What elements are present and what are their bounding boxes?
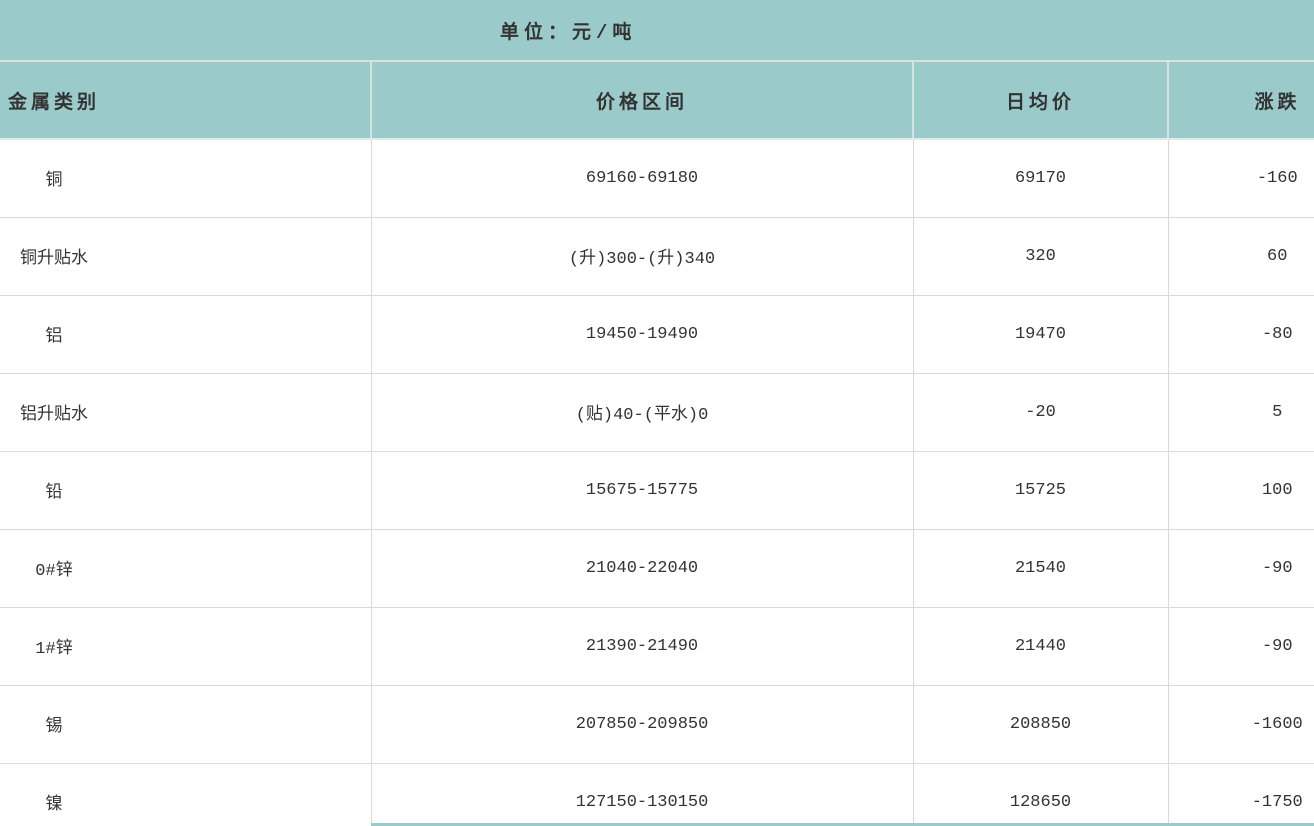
cell-daily-average: 15725 <box>912 450 1168 529</box>
cell-change: -1750 <box>1167 762 1314 826</box>
cell-change: -1600 <box>1167 684 1314 763</box>
next-section-edge <box>371 823 1314 826</box>
col-header-daily-average: 日均价 <box>912 62 1168 140</box>
cell-daily-average: 208850 <box>912 684 1168 763</box>
cell-price-range: 207850-209850 <box>370 684 913 763</box>
cell-price-range: 21390-21490 <box>370 606 913 685</box>
col-header-metal-category: 金属类别 <box>0 62 371 140</box>
table-row: 锡 207850-209850 208850 -1600 <box>0 684 1314 763</box>
table-body: 铜 69160-69180 69170 -160 铜升贴水 (升)300-(升)… <box>0 139 1314 826</box>
cell-price-range: (贴)40-(平水)0 <box>370 372 913 451</box>
cell-daily-average: 19470 <box>912 294 1168 373</box>
cell-metal-category: 铜升贴水 <box>0 216 371 295</box>
cell-metal-category: 铝升贴水 <box>0 372 371 451</box>
table-row: 铝升贴水 (贴)40-(平水)0 -20 5 <box>0 372 1314 451</box>
cell-change: 60 <box>1167 216 1314 295</box>
cell-daily-average: 21440 <box>912 606 1168 685</box>
unit-caption-bar: 单位：元/吨 <box>0 0 1314 62</box>
cell-daily-average: 69170 <box>912 139 1168 217</box>
cell-metal-category: 镍 <box>0 762 371 826</box>
cell-daily-average: 320 <box>912 216 1168 295</box>
table-row: 0#锌 21040-22040 21540 -90 <box>0 528 1314 607</box>
cell-price-range: 21040-22040 <box>370 528 913 607</box>
table-row: 铝 19450-19490 19470 -80 <box>0 294 1314 373</box>
cell-metal-category: 铝 <box>0 294 371 373</box>
table-row: 铜升贴水 (升)300-(升)340 320 60 <box>0 216 1314 295</box>
cell-daily-average: 21540 <box>912 528 1168 607</box>
cell-change: -90 <box>1167 606 1314 685</box>
table-row: 镍 127150-130150 128650 -1750 <box>0 762 1314 826</box>
table-row: 铜 69160-69180 69170 -160 <box>0 139 1314 217</box>
metal-price-table: 金属类别 价格区间 日均价 涨跌 铜 69160-69180 69170 -16… <box>0 62 1314 826</box>
cell-price-range: 127150-130150 <box>370 762 913 826</box>
cell-price-range: 69160-69180 <box>370 139 913 217</box>
cell-price-range: 15675-15775 <box>370 450 913 529</box>
cell-change: 100 <box>1167 450 1314 529</box>
cell-change: -160 <box>1167 139 1314 217</box>
cell-daily-average: 128650 <box>912 762 1168 826</box>
cell-change: -90 <box>1167 528 1314 607</box>
cell-metal-category: 铅 <box>0 450 371 529</box>
cell-price-range: (升)300-(升)340 <box>370 216 913 295</box>
unit-caption: 单位：元/吨 <box>500 21 637 44</box>
cell-daily-average: -20 <box>912 372 1168 451</box>
table-header: 金属类别 价格区间 日均价 涨跌 <box>0 62 1314 140</box>
cell-price-range: 19450-19490 <box>370 294 913 373</box>
cell-change: -80 <box>1167 294 1314 373</box>
table-row: 铅 15675-15775 15725 100 <box>0 450 1314 529</box>
cell-metal-category: 锡 <box>0 684 371 763</box>
table-row: 1#锌 21390-21490 21440 -90 <box>0 606 1314 685</box>
cell-metal-category: 0#锌 <box>0 528 371 607</box>
col-header-price-range: 价格区间 <box>370 62 913 140</box>
col-header-change: 涨跌 <box>1167 62 1314 140</box>
cell-metal-category: 铜 <box>0 139 371 217</box>
cell-metal-category: 1#锌 <box>0 606 371 685</box>
cell-change: 5 <box>1167 372 1314 451</box>
header-row: 金属类别 价格区间 日均价 涨跌 <box>0 62 1314 140</box>
